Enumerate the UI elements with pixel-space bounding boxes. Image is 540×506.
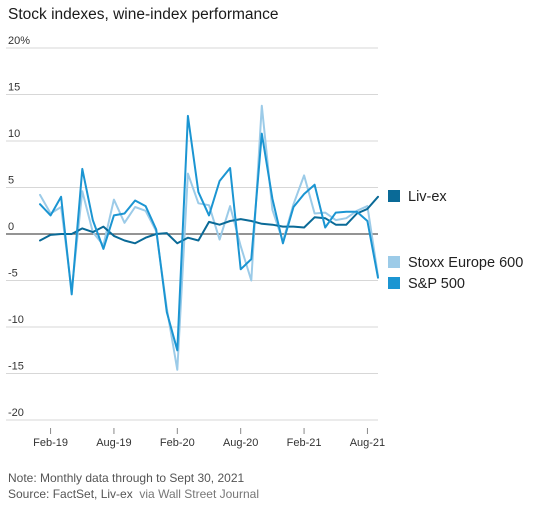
- x-tick-label: Feb-20: [160, 437, 195, 449]
- line-chart: 20% 15 10 5 0 -5 -10 -15 -20 Feb-19 Aug-19 Feb-20 A…: [6, 35, 523, 449]
- y-tick-label: 5: [8, 175, 14, 187]
- footer-note: Note: Monthly data through to Sept 30, 2…: [8, 471, 245, 485]
- chart-footer: Note: Monthly data through to Sept 30, 2…: [8, 470, 259, 502]
- legend-swatch-sp500: [388, 277, 400, 289]
- legend-label-sp500: S&P 500: [408, 276, 465, 292]
- x-tick-label: Feb-21: [287, 437, 322, 449]
- footer-source: Source: FactSet, Liv-ex via Wall Street …: [8, 486, 259, 502]
- series-line-stoxx: [39, 104, 379, 371]
- y-tick-label: -5: [8, 268, 18, 280]
- x-tick-label: Aug-19: [96, 437, 131, 449]
- y-tick-label: -15: [8, 361, 24, 373]
- legend: Liv-ex Stoxx Europe 600 S&P 500: [388, 189, 523, 292]
- x-tick-label: Aug-21: [350, 437, 385, 449]
- legend-swatch-liv-ex: [388, 190, 400, 202]
- y-axis-ticks: 20% 15 10 5 0 -5 -10 -15 -20: [8, 35, 30, 419]
- x-tick-label: Aug-20: [223, 437, 258, 449]
- series-lines: [39, 104, 379, 371]
- legend-swatch-stoxx: [388, 256, 400, 268]
- y-tick-label: 0: [8, 221, 14, 233]
- y-tick-label: 20%: [8, 35, 30, 47]
- x-tick-label: Feb-19: [33, 437, 68, 449]
- footer-source-text: Source: FactSet, Liv-ex: [8, 487, 133, 501]
- legend-label-liv-ex: Liv-ex: [408, 189, 447, 205]
- y-tick-label: 15: [8, 82, 20, 94]
- x-axis-ticks: Feb-19 Aug-19 Feb-20 Aug-20 Feb-21 Aug-21: [33, 428, 385, 449]
- legend-label-stoxx: Stoxx Europe 600: [408, 255, 523, 271]
- chart-title: Stock indexes, wine-index performance: [8, 6, 279, 23]
- series-line-sp500: [39, 114, 379, 352]
- footer-via: via Wall Street Journal: [139, 487, 259, 501]
- y-tick-label: -10: [8, 314, 24, 326]
- y-tick-label: 10: [8, 128, 20, 140]
- y-tick-label: -20: [8, 407, 24, 419]
